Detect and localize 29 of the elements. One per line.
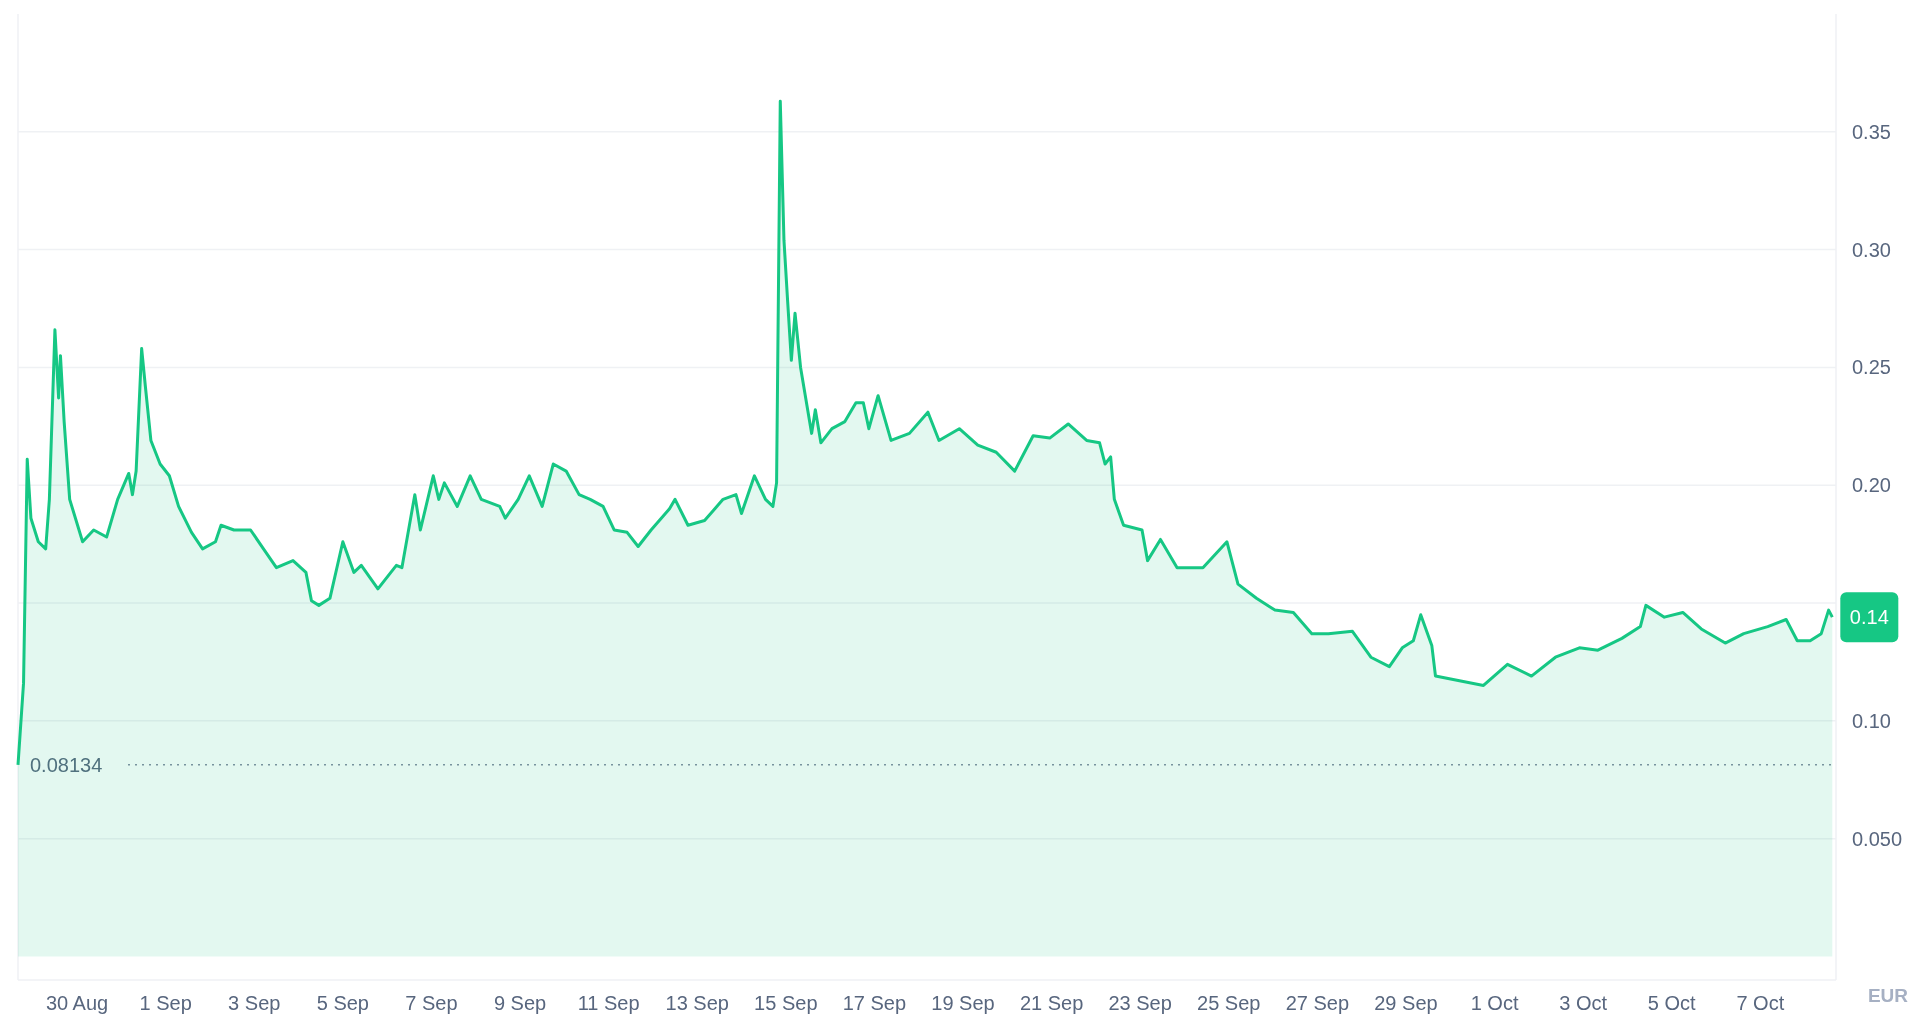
x-tick-label: 3 Sep xyxy=(228,992,281,1014)
y-tick-label: 0.20 xyxy=(1852,474,1891,497)
x-tick-label: 9 Sep xyxy=(493,992,547,1014)
ref-line-label: 0.08134 xyxy=(30,753,103,776)
x-tick-label: 19 Sep xyxy=(931,992,995,1014)
y-axis-title: EUR xyxy=(1867,985,1909,1006)
x-tick-label: 15 Sep xyxy=(754,992,818,1014)
x-tick-label: 13 Sep xyxy=(665,992,729,1014)
x-tick-label: 27 Sep xyxy=(1285,992,1350,1014)
x-tick-label: 7 Oct xyxy=(1736,992,1785,1014)
x-tick-label: 30 Aug xyxy=(45,992,109,1014)
x-tick-label: 23 Sep xyxy=(1108,992,1172,1014)
x-tick-label: 17 Sep xyxy=(842,992,907,1014)
x-tick-label: 29 Sep xyxy=(1374,992,1438,1014)
y-tick-label: 0.25 xyxy=(1852,356,1891,379)
y-tick-label: 0.30 xyxy=(1852,238,1891,261)
x-tick-label: 21 Sep xyxy=(1019,992,1084,1014)
x-tick-label: 7 Sep xyxy=(405,992,458,1014)
x-tick-label: 1 Oct xyxy=(1470,992,1519,1014)
x-tick-label: 5 Oct xyxy=(1647,992,1697,1014)
annotation: 0.14 xyxy=(1849,606,1889,629)
y-tick-label: 0.10 xyxy=(1852,709,1891,732)
x-tick-label: 11 Sep xyxy=(577,992,640,1014)
y-tick-label: 0.35 xyxy=(1852,120,1891,143)
y-tick-label: 0.050 xyxy=(1852,827,1903,850)
x-tick-label: 25 Sep xyxy=(1197,992,1261,1014)
x-tick-label: 3 Oct xyxy=(1559,992,1608,1014)
x-tick-label: 5 Sep xyxy=(316,992,369,1014)
x-tick-label: 1 Sep xyxy=(139,992,192,1014)
